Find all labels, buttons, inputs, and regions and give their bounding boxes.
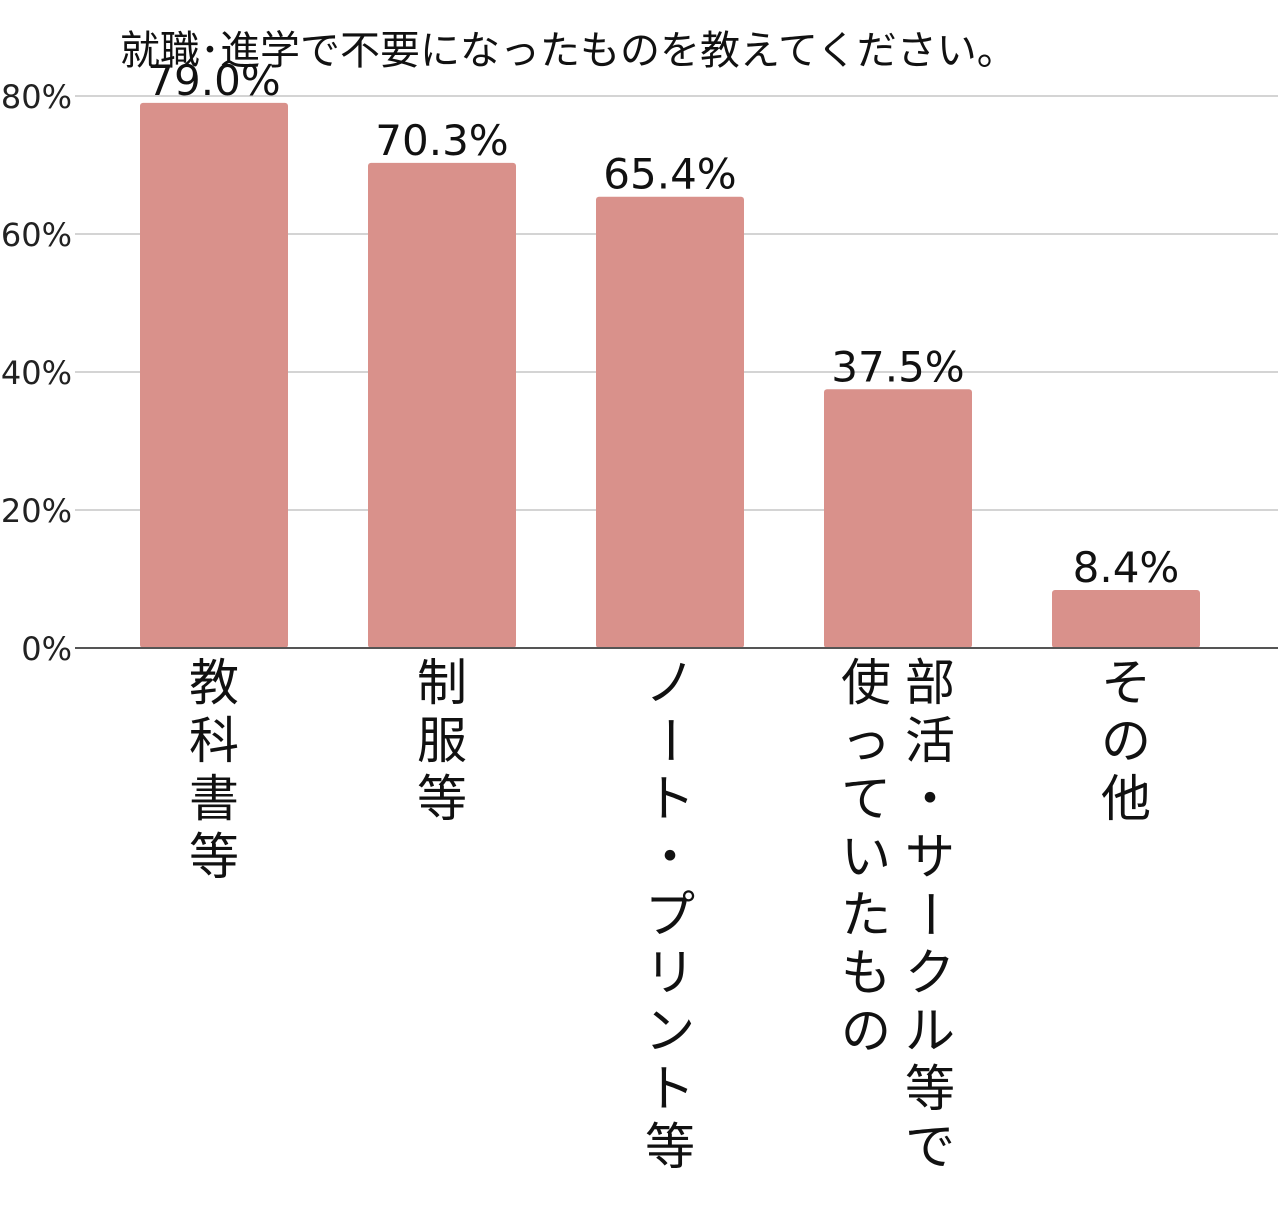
x-axis-label-char: ト [645, 1060, 695, 1118]
x-axis-label-char: ル [905, 1002, 955, 1060]
data-label: 37.5% [831, 342, 964, 391]
x-axis-label-char: 科 [189, 712, 239, 770]
x-axis-label-char: た [841, 886, 891, 944]
x-axis-label-char: い [841, 828, 891, 886]
x-axis-label-char: ・ [645, 828, 695, 886]
bars [140, 102, 1200, 649]
x-axis-label-char: ノ [645, 654, 695, 712]
x-axis-label-char: ン [645, 1002, 695, 1060]
x-axis-label-char: ー [640, 715, 698, 765]
x-axis-label-char: ・ [905, 770, 955, 828]
data-label: 8.4% [1073, 543, 1180, 592]
x-axis-label-char: 制 [417, 654, 467, 712]
y-tick-label: 60% [1, 216, 72, 254]
x-axis-label-char: サ [905, 828, 955, 886]
x-axis-label-char: っ [841, 712, 891, 770]
x-axis-label-char: の [1101, 712, 1151, 770]
bar [824, 389, 972, 648]
x-axis-label-char: リ [645, 944, 695, 1002]
x-axis-label-char: 等 [417, 770, 467, 828]
x-axis-label-char: ト [645, 770, 695, 828]
chart-title: 就職･進学で不要になったものを教えてください。 [120, 28, 1017, 74]
y-axis-ticks: 0% 20% 40% 60% 80% [1, 78, 72, 668]
x-axis-label-char: 使 [841, 654, 891, 712]
data-labels: 79.0% 70.3% 65.4% 37.5% 8.4% [147, 56, 1179, 592]
x-axis-label-char: 等 [905, 1060, 955, 1118]
x-axis-label-char: 等 [189, 828, 239, 886]
x-axis-label-char: 服 [417, 712, 467, 770]
x-axis-label-char: で [905, 1118, 955, 1176]
x-axis-label-char: の [841, 1002, 891, 1060]
data-label: 70.3% [375, 116, 508, 165]
bar [596, 196, 744, 649]
y-tick-label: 80% [1, 78, 72, 116]
x-axis-label-char: て [841, 770, 891, 828]
x-axis-label-char: 活 [905, 712, 955, 770]
y-tick-label: 0% [21, 630, 72, 668]
x-axis-label-char: ク [905, 944, 955, 1002]
x-axis-label-char: プ [645, 886, 695, 944]
x-axis-label-char: 他 [1101, 770, 1151, 828]
data-label: 79.0% [147, 56, 280, 105]
bar [1052, 590, 1200, 648]
bar [368, 162, 516, 648]
x-axis-label-char: 部 [905, 654, 955, 712]
x-axis-label-char: ー [900, 889, 958, 939]
x-axis-label-char: も [841, 944, 891, 1002]
y-tick-label: 20% [1, 492, 72, 530]
x-axis-label-char: そ [1101, 654, 1151, 712]
y-tick-label: 40% [1, 354, 72, 392]
data-label: 65.4% [603, 150, 736, 199]
x-axis-label-char: 書 [189, 770, 239, 828]
bar [140, 102, 288, 648]
x-axis-label-char: 等 [645, 1118, 695, 1176]
x-axis-label-char: 教 [189, 654, 239, 712]
